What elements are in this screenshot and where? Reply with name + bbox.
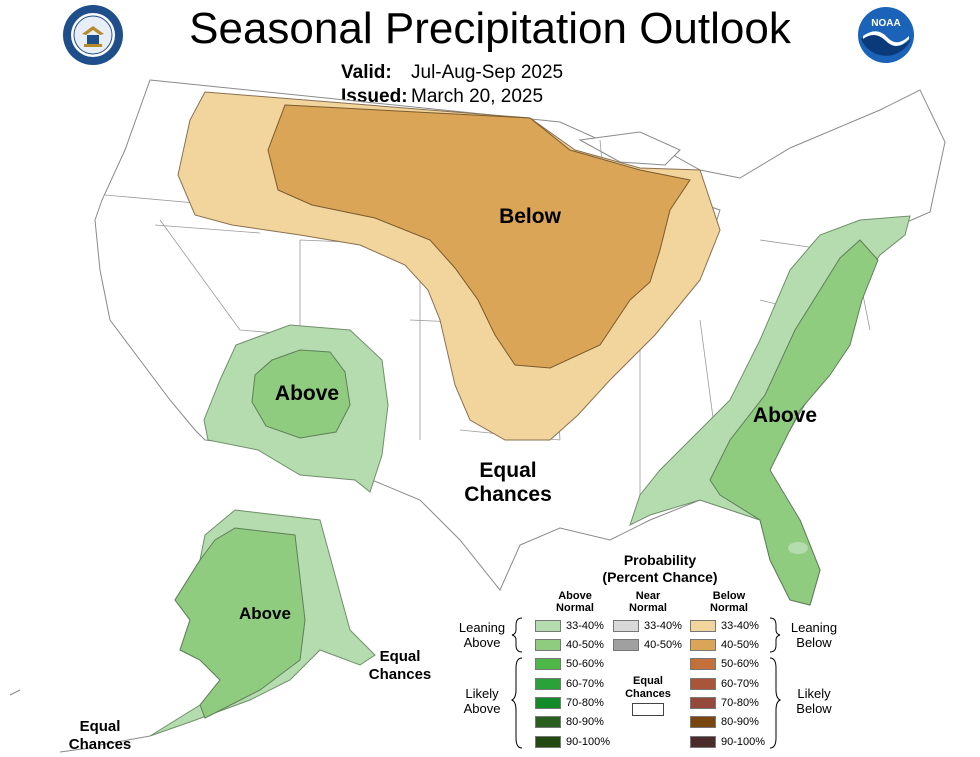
- legend-eq-line1: Equal: [633, 675, 663, 687]
- pct-below-70-80: 70-80%: [721, 697, 759, 709]
- pct-above-33-40: 33-40%: [566, 620, 604, 632]
- likely-below-line1: Likely: [797, 686, 831, 701]
- swatch-above-80-90: [535, 716, 561, 728]
- noaa-logo-text: NOAA: [871, 18, 900, 29]
- legend-col-above: Above Normal: [540, 590, 610, 614]
- map-title: Seasonal Precipitation Outlook: [189, 4, 791, 53]
- swatch-above-70-80: [535, 697, 561, 709]
- swatch-below-90-100: [690, 736, 716, 748]
- above-east-likely: [709, 239, 879, 606]
- pct-above-80-90: 80-90%: [566, 716, 604, 728]
- equal-chances-w-line1: Equal: [79, 718, 121, 735]
- commerce-seal-icon: [63, 5, 123, 65]
- swatch-near-33-40: [613, 620, 639, 632]
- pct-above-40-50: 40-50%: [566, 639, 604, 651]
- below-likely-region: [267, 104, 691, 369]
- pct-below-33-40: 33-40%: [721, 620, 759, 632]
- label-above-east: Above: [752, 404, 818, 427]
- pct-above-70-80: 70-80%: [566, 697, 604, 709]
- pct-below-90-100: 90-100%: [721, 736, 766, 748]
- pct-below-40-50: 40-50%: [721, 639, 759, 651]
- noaa-logo-icon: NOAA: [858, 7, 914, 63]
- swatch-below-33-40: [690, 620, 716, 632]
- label-below-conus: Below: [499, 205, 561, 228]
- swatch-below-60-70: [690, 678, 716, 690]
- col-below-line2: Normal: [710, 602, 748, 614]
- equal-chances-line2: Chances: [464, 483, 552, 506]
- leaning-above-line2: Above: [463, 635, 501, 650]
- col-near-line1: Near: [635, 590, 661, 602]
- swatch-below-50-60: [690, 658, 716, 670]
- likely-above-line1: Likely: [465, 686, 499, 701]
- swatch-below-70-80: [690, 697, 716, 709]
- equal-chances-line1: Equal: [479, 459, 537, 482]
- pct-below-60-70: 60-70%: [721, 678, 759, 690]
- legend-leaning-below: Leaning Below: [784, 620, 844, 650]
- col-near-line2: Normal: [629, 602, 667, 614]
- swatch-above-33-40: [535, 620, 561, 632]
- legend-col-below: Below Normal: [694, 590, 764, 614]
- label-equal-chances-alaska-w: Equal Chances: [55, 718, 145, 754]
- legend-leaning-above: Leaning Above: [452, 620, 512, 650]
- swatch-above-60-70: [535, 678, 561, 690]
- legend-likely-below: Likely Below: [784, 686, 844, 716]
- valid-issued-block: Valid: Jul-Aug-Sep 2025 Issued: March 20, …: [341, 61, 563, 109]
- pct-above-60-70: 60-70%: [566, 678, 604, 690]
- leaning-above-line1: Leaning: [458, 620, 506, 635]
- pct-above-90-100: 90-100%: [566, 736, 611, 748]
- label-above-southwest: Above: [274, 382, 340, 405]
- col-above-line2: Normal: [556, 602, 594, 614]
- swatch-above-90-100: [535, 736, 561, 748]
- legend-likely-above: Likely Above: [452, 686, 512, 716]
- issued-value: March 20, 2025: [411, 86, 544, 107]
- leaning-below-line1: Leaning: [790, 620, 838, 635]
- pct-near-40-50: 40-50%: [644, 639, 682, 651]
- likely-below-line2: Below: [796, 701, 832, 716]
- swatch-below-80-90: [690, 716, 716, 728]
- swatch-below-40-50: [690, 639, 716, 651]
- label-above-alaska: Above: [239, 604, 291, 623]
- pct-above-50-60: 50-60%: [566, 658, 604, 670]
- valid-label: Valid:: [341, 62, 392, 83]
- alaska-aleutians: [9, 689, 151, 753]
- label-equal-chances-conus: Equal Chances: [448, 459, 568, 507]
- col-below-line1: Below: [712, 590, 746, 602]
- swatch-near-40-50: [613, 639, 639, 651]
- label-equal-chances-alaska-se: Equal Chances: [355, 648, 445, 684]
- col-above-line1: Above: [558, 590, 592, 602]
- swatch-above-40-50: [535, 639, 561, 651]
- pct-below-80-90: 80-90%: [721, 716, 759, 728]
- legend-eq-line2: Chances: [625, 688, 671, 700]
- valid-value: Jul-Aug-Sep 2025: [411, 62, 564, 83]
- equal-chances-se-line2: Chances: [368, 666, 432, 683]
- pct-below-50-60: 50-60%: [721, 658, 759, 670]
- swatch-above-50-60: [535, 658, 561, 670]
- equal-chances-se-line1: Equal: [379, 648, 421, 665]
- leaning-below-line2: Below: [796, 635, 832, 650]
- pct-near-33-40: 33-40%: [644, 620, 682, 632]
- alaska-likely-above: [174, 527, 306, 719]
- above-southwest-likely: [251, 349, 351, 439]
- equal-chances-w-line2: Chances: [68, 736, 132, 753]
- legend-title: Probability (Percent Chance): [560, 552, 760, 586]
- florida-leaning-patch: [788, 542, 808, 554]
- swatch-equal-chances: [632, 703, 664, 716]
- legend-title-line2: (Percent Chance): [602, 569, 718, 585]
- legend-equal-chances-label: Equal Chances: [620, 675, 676, 701]
- likely-above-line2: Above: [463, 701, 501, 716]
- legend-col-near: Near Normal: [613, 590, 683, 614]
- legend-title-line1: Probability: [623, 552, 697, 568]
